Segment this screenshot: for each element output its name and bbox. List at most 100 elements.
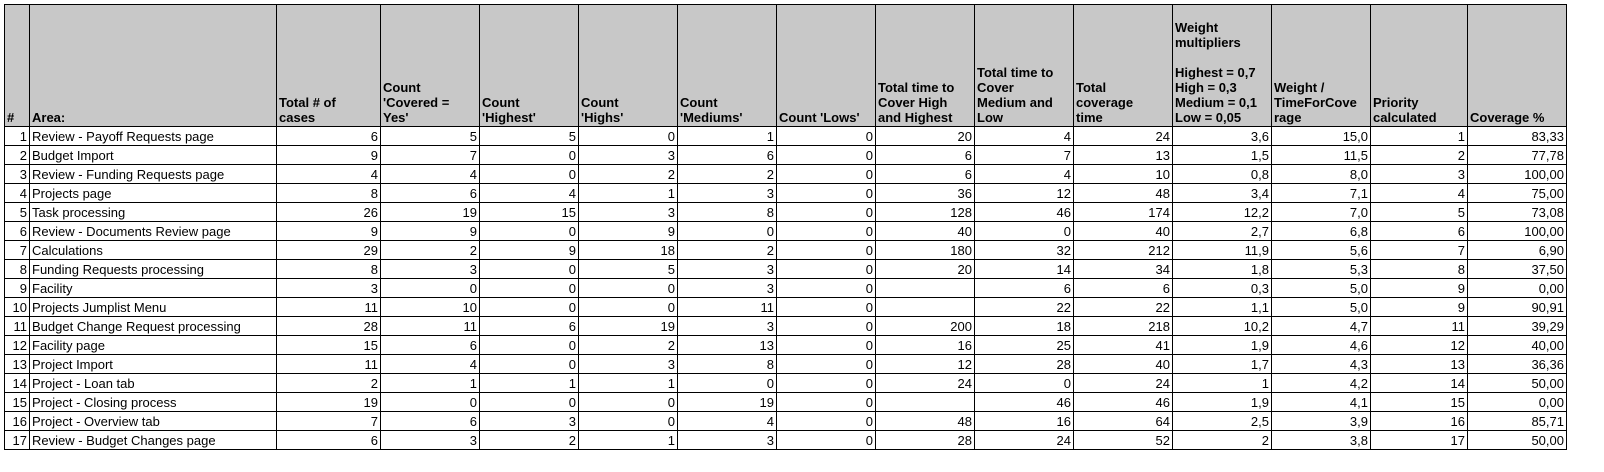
value-cell[interactable]: 85,71 (1467, 411, 1567, 431)
value-cell[interactable]: 20 (875, 259, 975, 279)
value-cell[interactable]: 90,91 (1467, 297, 1567, 317)
value-cell[interactable]: 0 (776, 335, 876, 355)
area-cell[interactable]: Project - Loan tab (29, 373, 277, 393)
value-cell[interactable]: 40 (875, 221, 975, 241)
value-cell[interactable]: 0 (776, 164, 876, 184)
value-cell[interactable]: 8 (677, 202, 777, 222)
value-cell[interactable]: 0,00 (1467, 392, 1567, 412)
value-cell[interactable]: 0 (974, 373, 1074, 393)
col-area-header[interactable]: Area: (29, 4, 277, 127)
value-cell[interactable]: 41 (1073, 335, 1173, 355)
col-weight-ratio-header[interactable]: Weight / TimeForCove rage (1271, 4, 1371, 127)
row-index-cell[interactable]: 12 (4, 335, 30, 355)
value-cell[interactable]: 4,6 (1271, 335, 1371, 355)
value-cell[interactable]: 6 (380, 335, 480, 355)
value-cell[interactable]: 0 (776, 259, 876, 279)
value-cell[interactable]: 0 (677, 373, 777, 393)
value-cell[interactable]: 4 (380, 354, 480, 374)
value-cell[interactable]: 10 (380, 297, 480, 317)
value-cell[interactable]: 3 (677, 430, 777, 450)
value-cell[interactable]: 6 (380, 411, 480, 431)
value-cell[interactable]: 100,00 (1467, 221, 1567, 241)
value-cell[interactable]: 0 (578, 126, 678, 146)
col-index-header[interactable]: # (4, 4, 30, 127)
value-cell[interactable]: 0 (776, 354, 876, 374)
value-cell[interactable]: 28 (875, 430, 975, 450)
value-cell[interactable]: 52 (1073, 430, 1173, 450)
row-index-cell[interactable]: 7 (4, 240, 30, 260)
value-cell[interactable]: 6 (1370, 221, 1468, 241)
value-cell[interactable]: 14 (974, 259, 1074, 279)
value-cell[interactable]: 6 (974, 278, 1074, 298)
value-cell[interactable]: 0 (776, 430, 876, 450)
value-cell[interactable]: 50,00 (1467, 373, 1567, 393)
value-cell[interactable]: 19 (677, 392, 777, 412)
value-cell[interactable]: 3 (276, 278, 381, 298)
value-cell[interactable]: 6 (276, 430, 381, 450)
value-cell[interactable]: 0 (776, 145, 876, 165)
row-index-cell[interactable]: 5 (4, 202, 30, 222)
value-cell[interactable]: 22 (1073, 297, 1173, 317)
area-cell[interactable]: Project - Closing process (29, 392, 277, 412)
area-cell[interactable]: Review - Documents Review page (29, 221, 277, 241)
value-cell[interactable]: 1,9 (1172, 335, 1272, 355)
value-cell[interactable]: 11,9 (1172, 240, 1272, 260)
value-cell[interactable]: 3 (677, 316, 777, 336)
area-cell[interactable]: Funding Requests processing (29, 259, 277, 279)
value-cell[interactable]: 0 (380, 392, 480, 412)
value-cell[interactable]: 75,00 (1467, 183, 1567, 203)
value-cell[interactable]: 2 (677, 240, 777, 260)
value-cell[interactable]: 20 (875, 126, 975, 146)
value-cell[interactable]: 3,8 (1271, 430, 1371, 450)
value-cell[interactable]: 180 (875, 240, 975, 260)
value-cell[interactable]: 36 (875, 183, 975, 203)
area-cell[interactable]: Calculations (29, 240, 277, 260)
value-cell[interactable]: 0 (578, 411, 678, 431)
value-cell[interactable]: 1,7 (1172, 354, 1272, 374)
value-cell[interactable]: 2 (677, 164, 777, 184)
value-cell[interactable]: 9 (276, 145, 381, 165)
value-cell[interactable]: 50,00 (1467, 430, 1567, 450)
row-index-cell[interactable]: 14 (4, 373, 30, 393)
value-cell[interactable]: 8 (677, 354, 777, 374)
value-cell[interactable]: 3 (578, 202, 678, 222)
value-cell[interactable] (875, 297, 975, 317)
value-cell[interactable]: 39,29 (1467, 316, 1567, 336)
value-cell[interactable]: 12 (875, 354, 975, 374)
area-cell[interactable]: Projects Jumplist Menu (29, 297, 277, 317)
row-index-cell[interactable]: 6 (4, 221, 30, 241)
value-cell[interactable]: 48 (1073, 183, 1173, 203)
value-cell[interactable]: 5 (578, 259, 678, 279)
col-total-time-header[interactable]: Total coverage time (1073, 4, 1173, 127)
value-cell[interactable]: 3 (1370, 164, 1468, 184)
value-cell[interactable]: 4 (479, 183, 579, 203)
value-cell[interactable]: 0 (578, 392, 678, 412)
value-cell[interactable]: 11 (276, 297, 381, 317)
value-cell[interactable]: 7,0 (1271, 202, 1371, 222)
value-cell[interactable]: 212 (1073, 240, 1173, 260)
value-cell[interactable]: 25 (974, 335, 1074, 355)
value-cell[interactable]: 7 (276, 411, 381, 431)
area-cell[interactable]: Review - Payoff Requests page (29, 126, 277, 146)
value-cell[interactable]: 0 (578, 278, 678, 298)
value-cell[interactable]: 64 (1073, 411, 1173, 431)
value-cell[interactable]: 1,1 (1172, 297, 1272, 317)
value-cell[interactable]: 4 (380, 164, 480, 184)
value-cell[interactable]: 0 (677, 221, 777, 241)
value-cell[interactable]: 4 (974, 126, 1074, 146)
value-cell[interactable]: 9 (578, 221, 678, 241)
row-index-cell[interactable]: 17 (4, 430, 30, 450)
row-index-cell[interactable]: 15 (4, 392, 30, 412)
value-cell[interactable]: 1 (578, 373, 678, 393)
row-index-cell[interactable]: 4 (4, 183, 30, 203)
value-cell[interactable]: 0 (776, 297, 876, 317)
value-cell[interactable]: 10,2 (1172, 316, 1272, 336)
area-cell[interactable]: Budget Import (29, 145, 277, 165)
value-cell[interactable]: 6 (276, 126, 381, 146)
value-cell[interactable]: 4,7 (1271, 316, 1371, 336)
value-cell[interactable]: 12 (1370, 335, 1468, 355)
area-cell[interactable]: Task processing (29, 202, 277, 222)
col-time-medium-header[interactable]: Total time to Cover Medium and Low (974, 4, 1074, 127)
value-cell[interactable]: 0 (776, 373, 876, 393)
value-cell[interactable]: 3 (380, 259, 480, 279)
